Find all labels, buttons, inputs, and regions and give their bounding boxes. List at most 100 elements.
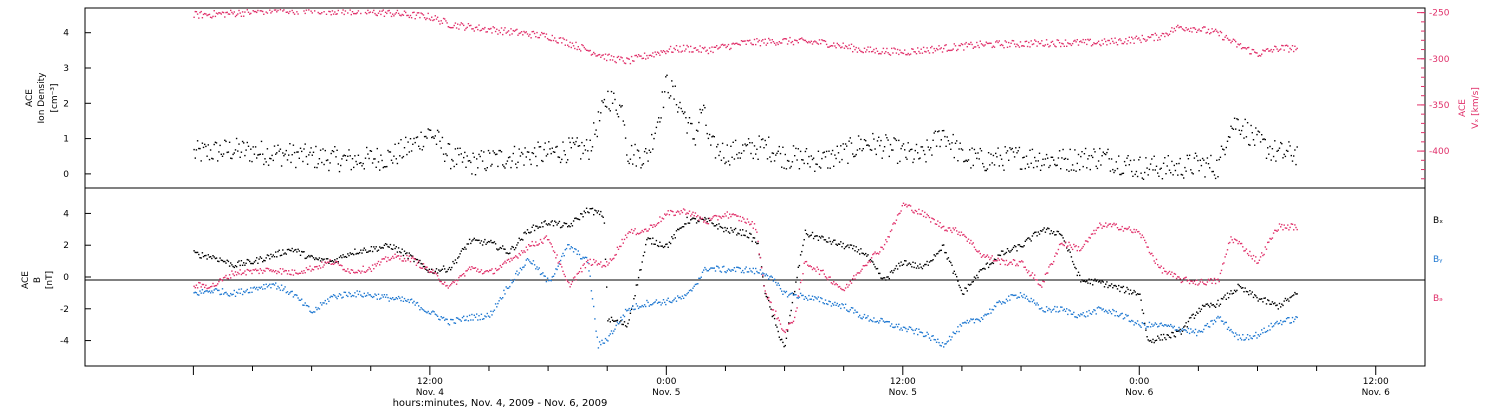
- data-point: [1186, 331, 1188, 333]
- data-point: [1147, 339, 1149, 341]
- data-point: [1145, 329, 1147, 331]
- data-point: [705, 124, 707, 126]
- data-point: [1005, 251, 1008, 254]
- data-point: [588, 263, 590, 265]
- data-point: [675, 300, 678, 302]
- data-point: [712, 216, 714, 218]
- data-point: [601, 266, 603, 268]
- data-point: [480, 240, 483, 242]
- data-point: [371, 264, 374, 266]
- data-point: [1173, 335, 1175, 337]
- data-point: [345, 294, 348, 297]
- data-point: [224, 139, 226, 141]
- data-point: [918, 208, 920, 211]
- data-point: [206, 14, 208, 17]
- data-point: [1242, 47, 1244, 49]
- data-point: [1061, 234, 1063, 237]
- data-point: [497, 302, 499, 305]
- data-point: [1262, 332, 1264, 334]
- data-point: [205, 145, 207, 148]
- data-point: [463, 24, 465, 27]
- data-point: [1054, 305, 1056, 308]
- data-point: [920, 48, 922, 50]
- data-point: [824, 156, 827, 158]
- data-point: [721, 215, 724, 217]
- data-point: [558, 261, 561, 263]
- data-point: [309, 256, 311, 258]
- data-point: [1265, 330, 1268, 333]
- data-point: [718, 47, 720, 49]
- data-point: [440, 20, 442, 22]
- data-point: [985, 255, 987, 258]
- data-point: [928, 149, 931, 151]
- data-point: [591, 53, 594, 55]
- data-point: [758, 272, 760, 274]
- data-point: [455, 27, 458, 29]
- data-point: [331, 260, 334, 262]
- data-point: [1121, 225, 1123, 228]
- data-point: [577, 145, 579, 147]
- data-point: [938, 45, 940, 47]
- data-point: [1152, 325, 1154, 327]
- data-point: [350, 295, 352, 298]
- data-point: [603, 264, 606, 267]
- data-point: [1142, 236, 1145, 239]
- data-point: [828, 276, 830, 278]
- data-point: [1263, 138, 1265, 140]
- data-point: [200, 257, 202, 259]
- data-point: [664, 301, 666, 304]
- data-point: [1168, 325, 1171, 327]
- data-point: [616, 321, 619, 323]
- data-point: [477, 319, 479, 321]
- data-point: [969, 149, 971, 151]
- data-point: [506, 287, 509, 289]
- data-point: [1024, 266, 1026, 268]
- data-point: [204, 143, 206, 146]
- data-point: [237, 261, 239, 263]
- data-point: [863, 265, 866, 267]
- data-point: [807, 264, 809, 266]
- data-point: [481, 160, 484, 162]
- data-point: [340, 164, 342, 167]
- data-point: [1190, 169, 1192, 171]
- data-point: [1005, 298, 1008, 300]
- data-point: [765, 295, 767, 298]
- data-point: [1164, 337, 1166, 339]
- data-point: [874, 52, 876, 54]
- data-point: [705, 268, 707, 271]
- data-point: [426, 269, 428, 271]
- data-point: [971, 318, 973, 321]
- data-point: [895, 323, 898, 326]
- data-point: [440, 147, 442, 149]
- data-point: [926, 213, 928, 216]
- data-point: [1218, 158, 1220, 161]
- data-point: [794, 294, 796, 296]
- data-point: [978, 158, 980, 160]
- data-point: [773, 317, 776, 320]
- data-point: [1063, 158, 1065, 160]
- data-point: [538, 146, 540, 148]
- data-point: [753, 272, 756, 275]
- data-point: [967, 238, 970, 240]
- data-point: [1178, 330, 1180, 332]
- data-point: [820, 269, 822, 272]
- data-point: [1206, 31, 1209, 34]
- data-point: [311, 312, 313, 314]
- data-point: [887, 52, 889, 54]
- data-point: [935, 253, 938, 255]
- data-point: [511, 160, 513, 162]
- data-point: [431, 271, 433, 273]
- data-point: [1103, 286, 1106, 288]
- data-point: [736, 234, 738, 236]
- data-point: [332, 261, 335, 263]
- data-point: [467, 160, 470, 162]
- data-point: [306, 268, 309, 271]
- data-point: [259, 268, 261, 270]
- data-point: [1238, 240, 1240, 243]
- data-point: [773, 278, 776, 280]
- data-point: [759, 146, 762, 148]
- data-point: [620, 56, 622, 58]
- data-point: [970, 41, 972, 44]
- data-point: [1092, 284, 1094, 286]
- data-point: [978, 319, 980, 321]
